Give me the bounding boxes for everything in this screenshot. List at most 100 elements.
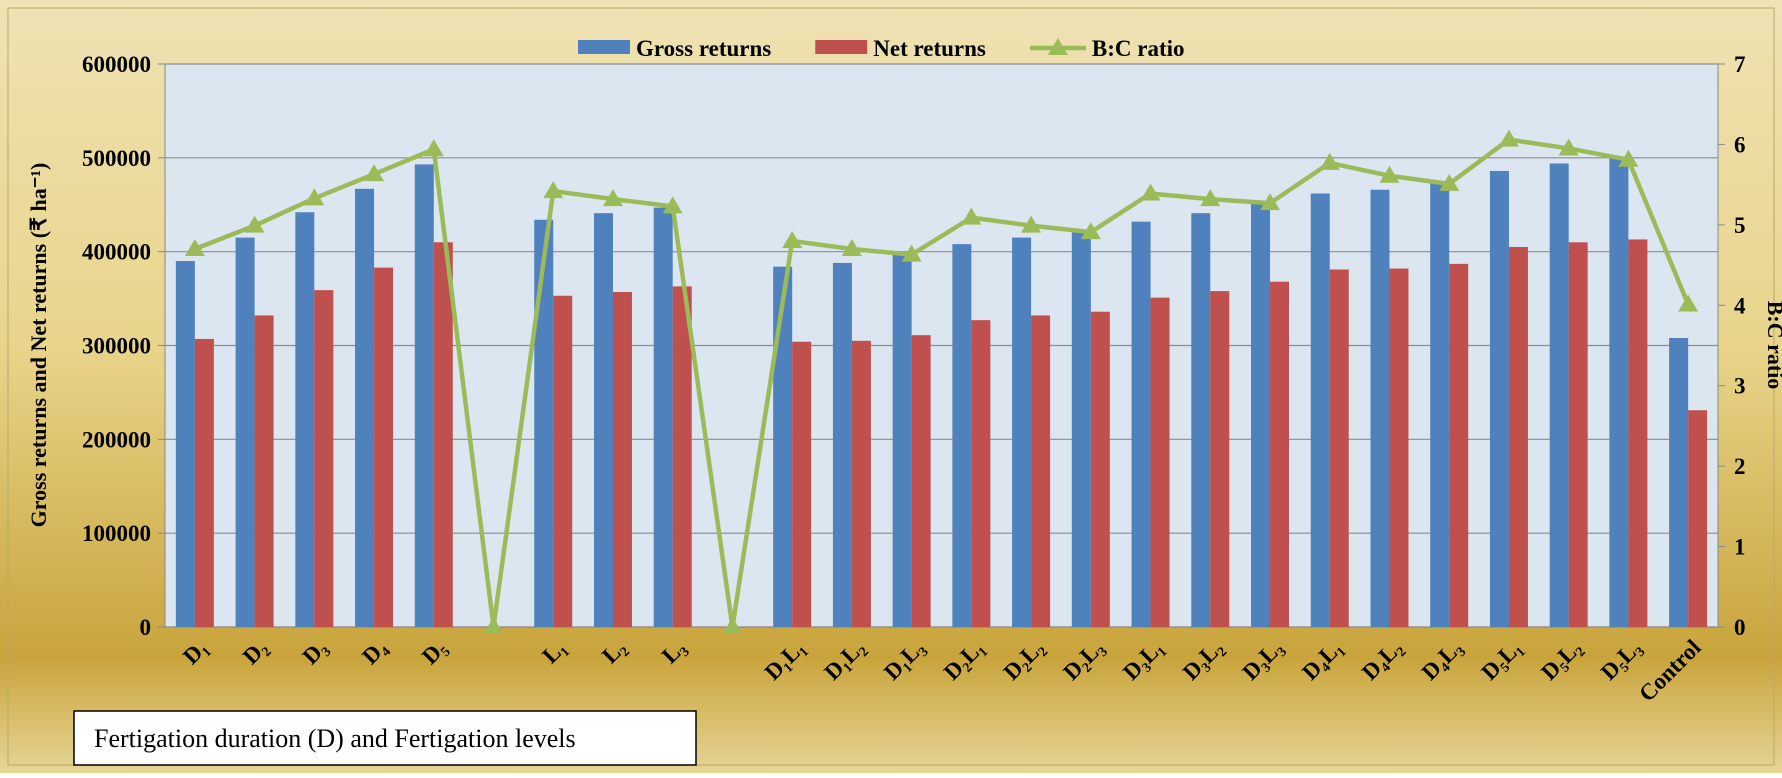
annotation-box <box>73 710 697 766</box>
bar <box>653 207 673 627</box>
legend-marker <box>1047 38 1068 55</box>
y2-tick-label: 2 <box>1734 454 1746 479</box>
line-marker <box>1498 129 1519 147</box>
legend-swatch <box>815 40 868 54</box>
bar <box>194 338 214 627</box>
bar <box>593 213 613 627</box>
bar <box>1012 237 1032 627</box>
bar <box>1071 231 1091 627</box>
legend-label: Net returns <box>873 36 986 61</box>
y2-tick-label: 0 <box>1734 615 1746 640</box>
bar <box>355 188 375 627</box>
y-tick-label: 100000 <box>82 521 151 546</box>
line-marker <box>602 189 623 207</box>
bar <box>773 266 793 627</box>
bar <box>1210 291 1230 627</box>
line-marker <box>722 617 743 634</box>
line-marker <box>1319 152 1340 170</box>
bar <box>792 341 812 627</box>
bar <box>1549 163 1569 628</box>
line-marker <box>1379 165 1400 183</box>
bar <box>1251 202 1271 627</box>
bar <box>254 315 274 627</box>
y2-tick-label: 5 <box>1734 213 1746 238</box>
bar <box>1191 213 1211 627</box>
bar <box>851 340 871 627</box>
line-marker <box>1200 189 1221 207</box>
bar <box>534 219 554 627</box>
chart-border <box>7 7 1775 766</box>
line-marker <box>1140 183 1161 201</box>
bar <box>1688 410 1708 627</box>
bar <box>1449 263 1469 627</box>
line-marker <box>1021 215 1042 233</box>
line-marker <box>1080 222 1101 240</box>
y2-tick-label: 1 <box>1734 535 1746 560</box>
bar <box>832 262 852 627</box>
bar <box>414 164 434 627</box>
bar <box>433 242 453 628</box>
y-tick-label: 600000 <box>82 52 151 77</box>
bar <box>1329 269 1349 627</box>
bar <box>553 295 573 627</box>
y-axis-label: Gross returns and Net returns (₹ ha⁻¹) <box>26 163 51 528</box>
y2-tick-label: 6 <box>1734 132 1746 157</box>
bar <box>1310 193 1330 628</box>
line-marker <box>901 244 922 262</box>
bar <box>1430 182 1450 628</box>
line-marker <box>1558 138 1579 156</box>
line-marker <box>423 139 444 157</box>
y-tick-label: 400000 <box>82 240 151 265</box>
bar <box>672 286 692 627</box>
y2-tick-label: 7 <box>1734 52 1746 77</box>
y-tick-label: 0 <box>140 615 152 640</box>
bar <box>1669 337 1689 627</box>
y-tick-label: 500000 <box>82 146 151 171</box>
y-tick-label: 300000 <box>82 334 151 359</box>
line-marker <box>662 196 683 214</box>
bar <box>235 237 255 627</box>
line-marker <box>961 207 982 225</box>
line-marker <box>1618 149 1639 167</box>
legend-label: B:C ratio <box>1092 36 1185 61</box>
bar <box>314 290 334 627</box>
bar <box>1568 242 1588 628</box>
bar <box>1150 297 1170 627</box>
bar <box>1270 281 1290 627</box>
line-marker <box>841 238 862 256</box>
line-marker <box>304 188 325 206</box>
bar <box>295 212 315 628</box>
bar <box>1090 311 1110 627</box>
legend-swatch <box>578 40 630 54</box>
line-marker <box>1260 193 1281 211</box>
y-tick-label: 200000 <box>82 427 151 452</box>
bar <box>1508 246 1528 627</box>
bar <box>612 292 632 627</box>
line-marker <box>782 230 803 248</box>
line-marker <box>184 238 205 256</box>
line-marker <box>1678 294 1699 312</box>
bar <box>175 261 195 627</box>
bar <box>1389 268 1409 627</box>
line-marker <box>483 617 504 634</box>
annotation: Fertigation duration (D) and Fertigation… <box>94 724 576 753</box>
line-marker <box>543 181 564 199</box>
bar <box>1370 189 1390 627</box>
legend-label: Gross returns <box>636 36 771 61</box>
bar <box>1489 170 1509 627</box>
y2-axis-label: B:C ratio <box>1763 301 1782 390</box>
bar <box>1628 239 1648 628</box>
bar <box>892 254 912 627</box>
bar <box>1131 221 1151 627</box>
line-marker <box>364 164 385 182</box>
line <box>194 137 1691 630</box>
y2-tick-label: 4 <box>1734 293 1746 318</box>
bar <box>911 335 931 627</box>
bar <box>952 244 972 627</box>
bar <box>1031 315 1051 627</box>
bar <box>1609 157 1629 628</box>
line-marker <box>244 215 265 233</box>
y2-tick-label: 3 <box>1734 374 1746 399</box>
bar <box>971 320 991 627</box>
